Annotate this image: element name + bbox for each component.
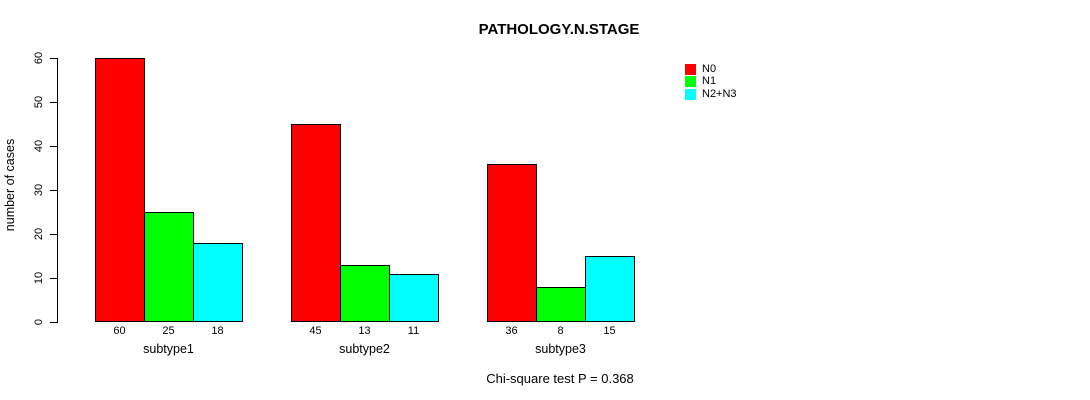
legend-label: N0 [702, 63, 717, 75]
y-tick-label: 60 [33, 51, 45, 65]
bar-value-label: 36 [505, 325, 518, 337]
bar-value-label: 18 [211, 325, 224, 337]
y-axis-tick [50, 190, 57, 191]
bar-n0-subtype2 [291, 124, 341, 322]
bar-value-label: 15 [603, 325, 616, 337]
bar-value-label: 8 [557, 325, 564, 337]
y-tick-label: 40 [33, 139, 45, 153]
legend-swatch [685, 88, 696, 100]
bar-n1-subtype1 [144, 212, 194, 322]
bar-n0-subtype1 [95, 58, 145, 322]
y-axis-tick [50, 234, 57, 235]
category-label-subtype3: subtype3 [535, 342, 586, 356]
legend-item-n0: N0 [685, 64, 737, 75]
chart-title: PATHOLOGY.N.STAGE [478, 21, 640, 38]
bar-n0-subtype3 [487, 164, 537, 322]
category-label-subtype1: subtype1 [143, 342, 194, 356]
bar-value-label: 13 [358, 325, 371, 337]
bar-n1-subtype3 [536, 287, 586, 322]
legend-label: N1 [702, 75, 717, 88]
y-tick-label: 10 [33, 271, 45, 285]
legend-swatch [685, 76, 696, 88]
legend-swatch [685, 64, 696, 75]
y-tick-label: 30 [33, 183, 45, 197]
category-label-subtype2: subtype2 [339, 342, 390, 356]
y-tick-label: 50 [33, 95, 45, 109]
chi-square-note: Chi-square test P = 0.368 [486, 371, 634, 386]
y-axis-tick [50, 102, 57, 103]
y-axis-tick [50, 322, 57, 323]
bar-value-label: 45 [309, 325, 322, 337]
y-axis-tick [50, 146, 57, 147]
y-axis-tick [50, 58, 57, 59]
bar-n2+n3-subtype3 [585, 256, 635, 322]
bar-value-label: 60 [113, 325, 126, 337]
bar-value-label: 11 [407, 325, 420, 337]
bar-n2+n3-subtype1 [193, 243, 243, 322]
legend-label: N2+N3 [702, 87, 737, 100]
bar-value-label: 25 [162, 325, 175, 337]
legend: N0 N1 N2+N3 [685, 64, 737, 101]
bar-n1-subtype2 [340, 265, 390, 322]
bar-n2+n3-subtype2 [389, 274, 439, 322]
y-axis-line [57, 58, 58, 323]
legend-item-n2+n3: N2+N3 [685, 87, 737, 100]
legend-item-n1: N1 [685, 75, 737, 88]
y-axis-tick [50, 278, 57, 279]
y-tick-label: 0 [33, 318, 45, 326]
y-tick-label: 20 [33, 227, 45, 241]
